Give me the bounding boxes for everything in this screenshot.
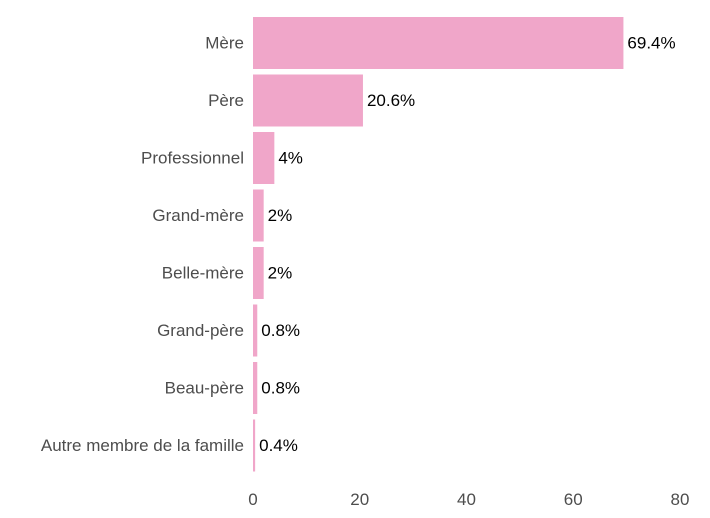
x-tick-label-0: 0 (248, 490, 257, 509)
value-label-grand-mere: 2% (268, 206, 293, 225)
category-label-mere: Mère (205, 34, 244, 53)
bars-layer (253, 17, 624, 472)
bar-mere (253, 17, 624, 69)
bar-belle-mere (253, 247, 264, 299)
value-label-professionnel: 4% (278, 149, 303, 168)
category-label-beau-pere: Beau-père (165, 379, 244, 398)
x-tick-label-20: 20 (350, 490, 369, 509)
value-label-autre-membre-de-la-famille: 0.4% (259, 436, 298, 455)
x-tick-label-60: 60 (564, 490, 583, 509)
value-label-grand-pere: 0.8% (261, 321, 300, 340)
category-label-autre-membre-de-la-famille: Autre membre de la famille (41, 436, 244, 455)
bar-pere (253, 74, 363, 127)
value-labels: 69.4% 20.6% 4% 2% 2% 0.8% 0.8% 0.4% (259, 34, 675, 456)
category-label-grand-pere: Grand-père (157, 321, 244, 340)
category-labels: Mère Père Professionnel Grand-mère Belle-mèr… (41, 34, 244, 456)
bar-grand-mere (253, 189, 264, 242)
category-label-grand-mere: Grand-mère (152, 206, 244, 225)
x-axis-ticks: 0 20 40 60 80 (248, 490, 689, 509)
bar-beau-pere (253, 362, 258, 414)
category-label-pere: Père (208, 91, 244, 110)
value-label-beau-pere: 0.8% (261, 379, 300, 398)
value-label-belle-mere: 2% (268, 264, 293, 283)
bar-autre-membre-de-la-famille (253, 419, 256, 472)
x-tick-label-80: 80 (671, 490, 690, 509)
bar-grand-pere (253, 304, 258, 357)
value-label-pere: 20.6% (367, 91, 415, 110)
category-label-belle-mere: Belle-mère (162, 264, 244, 283)
bar-professionnel (253, 132, 275, 184)
value-label-mere: 69.4% (627, 34, 675, 53)
category-label-professionnel: Professionnel (141, 149, 244, 168)
x-tick-label-40: 40 (457, 490, 476, 509)
